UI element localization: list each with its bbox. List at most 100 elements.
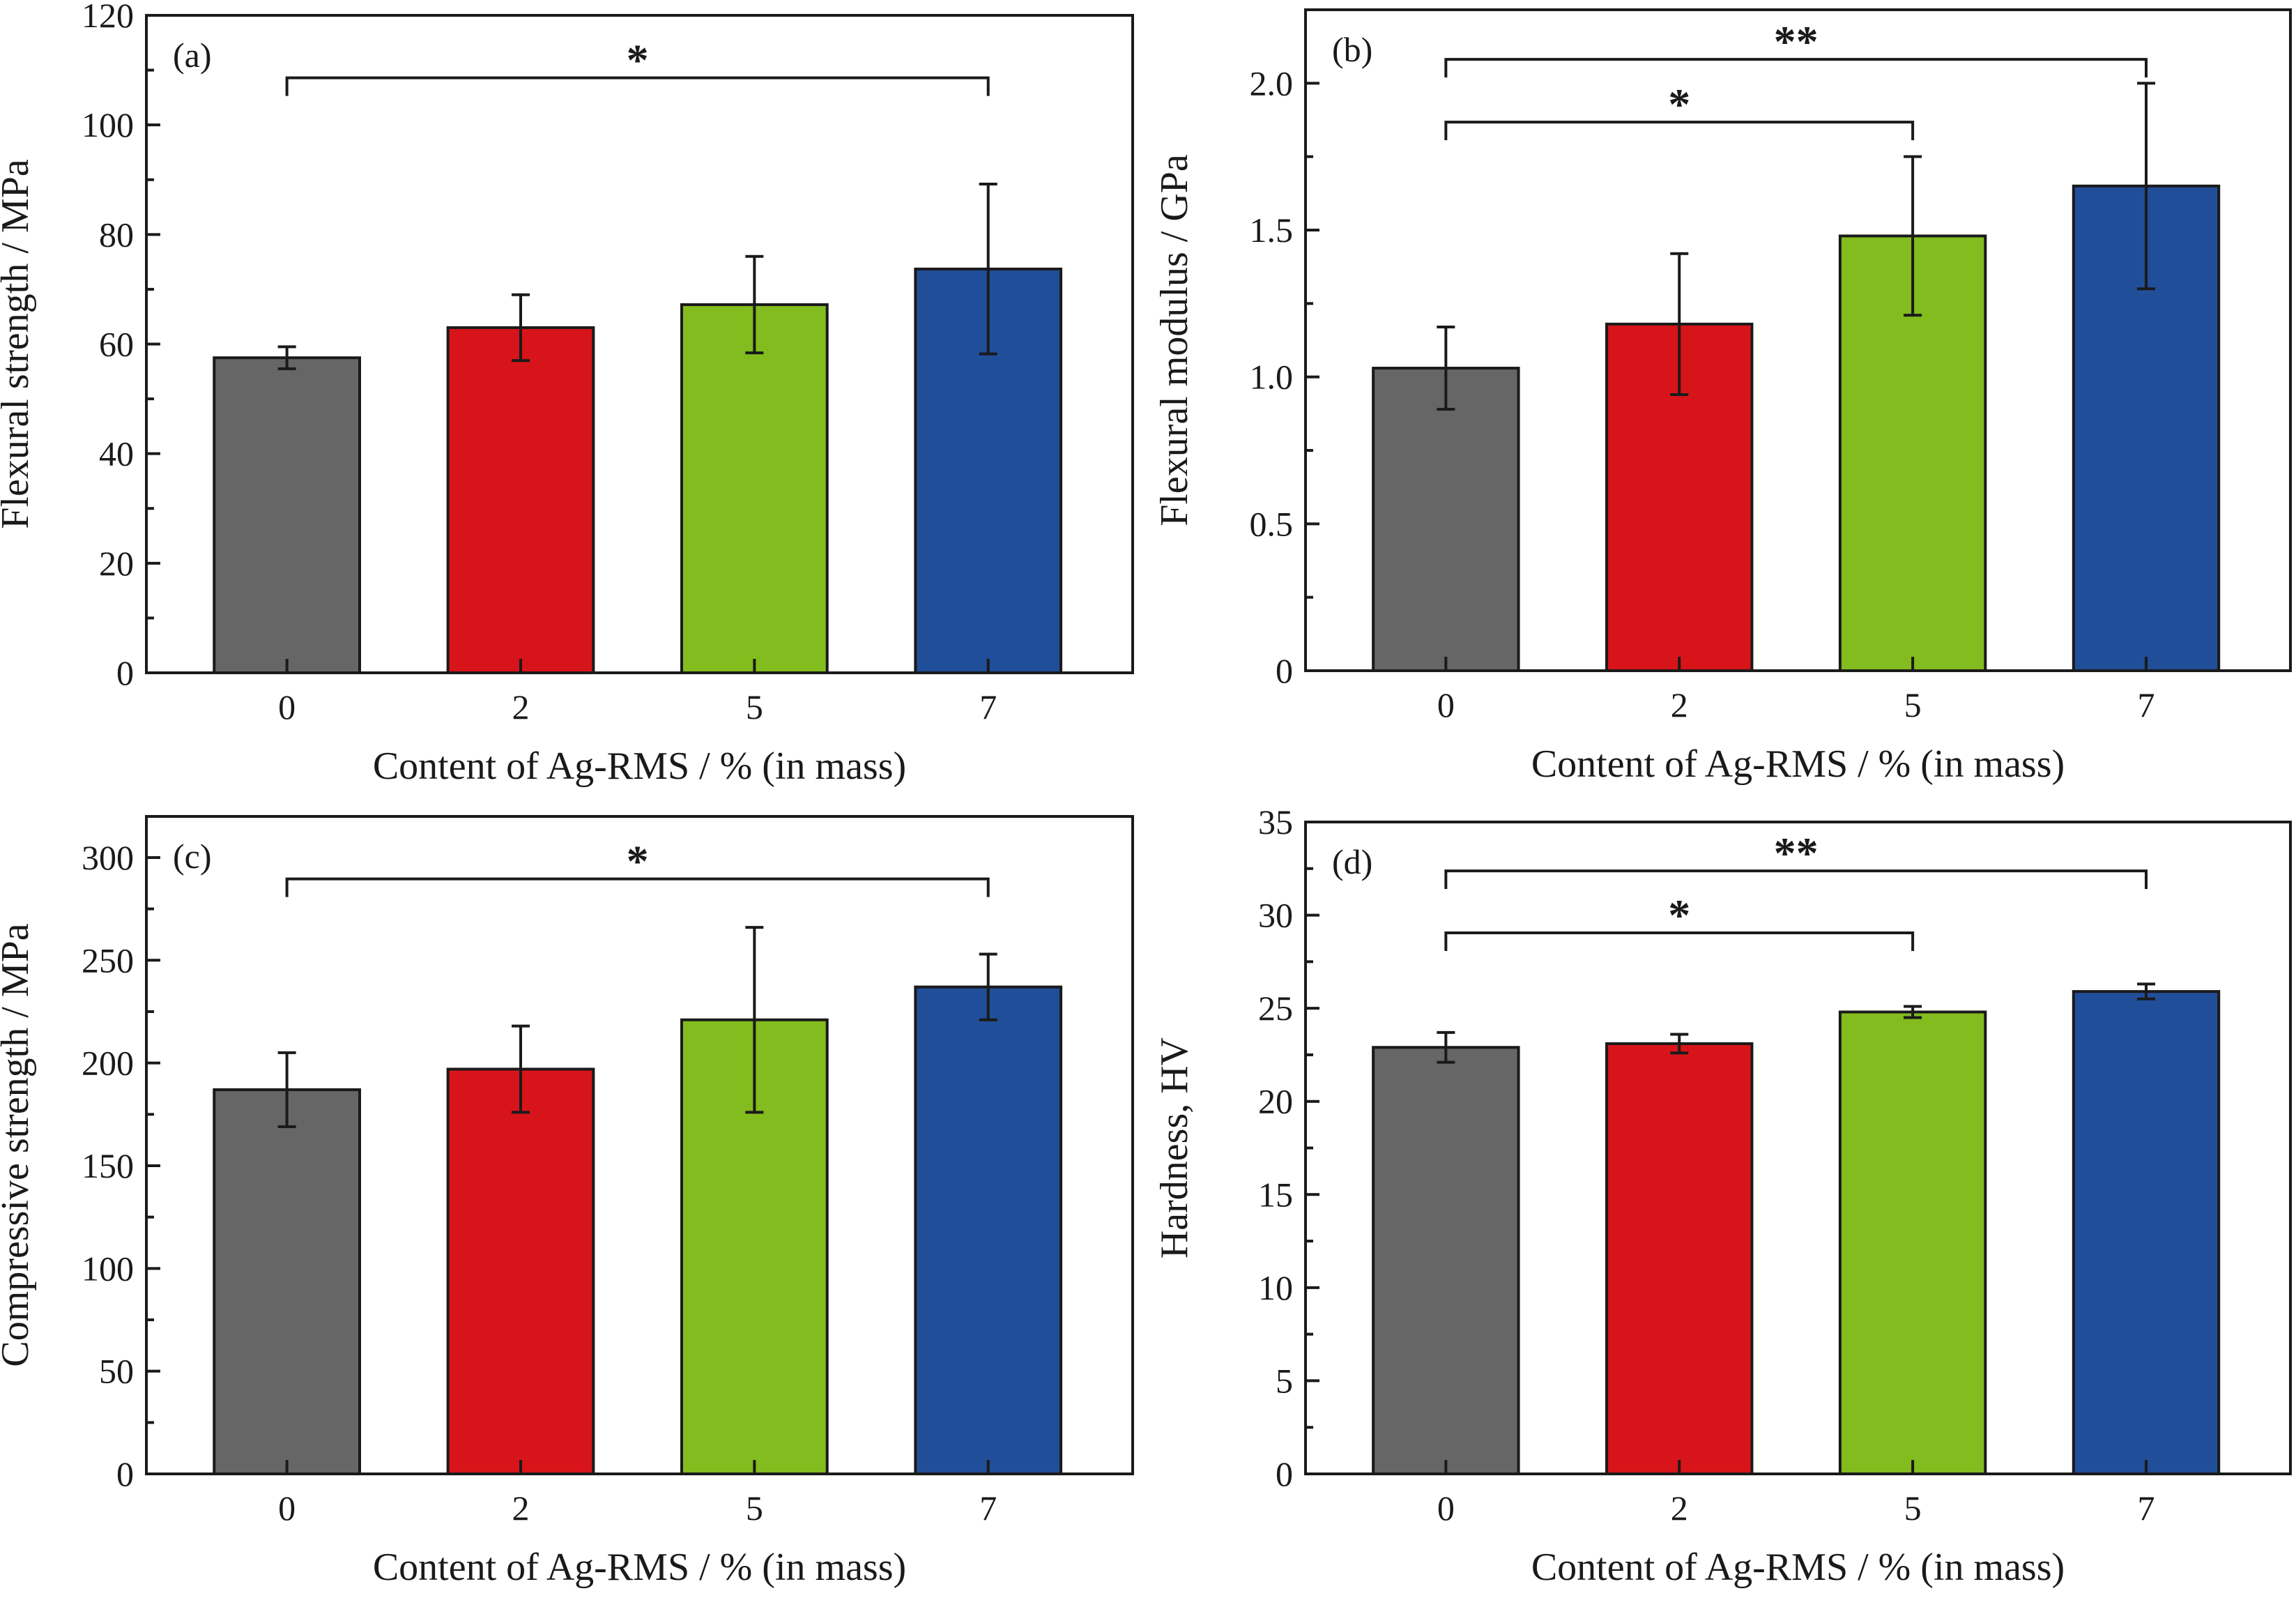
y-tick-label: 50 — [99, 1352, 134, 1391]
x-tick-label: 0 — [1437, 685, 1455, 724]
error-bar-5 — [745, 926, 764, 1114]
bar-5 — [1838, 1010, 1987, 1475]
x-axis-label: Content of Ag-RMS / % (in mass) — [1531, 1546, 2065, 1589]
error-bar-7 — [2137, 982, 2155, 1000]
y-tick-label: 2.0 — [1250, 63, 1294, 102]
bar-2 — [446, 1067, 595, 1475]
error-bar-2 — [511, 293, 530, 363]
significance-bracket — [1444, 869, 2148, 890]
y-tick-label: 80 — [99, 215, 134, 254]
error-bar-0 — [277, 345, 296, 370]
significance-marker: * — [627, 837, 649, 886]
error-bar-2 — [511, 1024, 530, 1114]
x-tick-label: 0 — [278, 687, 296, 726]
error-bar-2 — [1670, 1033, 1689, 1055]
bar-0 — [1372, 367, 1520, 672]
x-tick-label: 5 — [746, 1489, 763, 1528]
panel-a: 0 20 40 60 80 100 120 0 2 5 7 Content of Ag-RMS / %… — [0, 0, 1134, 788]
y-tick-label: 20 — [1258, 1082, 1293, 1121]
y-tick-label: 35 — [1258, 802, 1293, 842]
x-axis-label: Content of Ag-RMS / % (in mass) — [373, 1546, 906, 1589]
plot-frame — [145, 815, 1134, 1475]
bar-7 — [2072, 990, 2221, 1475]
y-tick-label: 0 — [1276, 651, 1293, 690]
y-tick-label: 30 — [1258, 896, 1293, 935]
error-bar-5 — [745, 254, 764, 355]
x-tick-label: 7 — [2137, 685, 2155, 724]
panel-label: (b) — [1332, 30, 1372, 69]
significance-marker: ** — [1774, 17, 1819, 66]
x-tick-label: 2 — [512, 687, 529, 726]
y-axis-label: Flexural modulus / GPa — [1153, 154, 1196, 526]
y-axis-label: Compressive strength / MPa — [0, 923, 37, 1367]
bar-0 — [1372, 1046, 1520, 1475]
bar-0 — [213, 356, 361, 674]
significance-bracket — [1444, 931, 1915, 951]
panel-c: 0 50 100 150 200 250 300 0 2 5 7 Content of Ag-RMS … — [0, 815, 1134, 1589]
y-tick-label: 150 — [82, 1146, 134, 1185]
y-tick-label: 15 — [1258, 1175, 1293, 1214]
y-tick-label: 1.5 — [1250, 211, 1294, 250]
x-tick-label: 5 — [1904, 685, 1922, 724]
significance-marker: ** — [1774, 828, 1819, 878]
error-bar-7 — [2137, 82, 2155, 291]
bar-0 — [213, 1088, 361, 1475]
significance-marker: * — [1668, 79, 1690, 129]
y-tick-label: 0 — [116, 653, 134, 692]
error-bar-7 — [979, 952, 997, 1021]
bar-5 — [680, 303, 829, 675]
significance-bracket — [285, 877, 990, 897]
error-bar-5 — [1904, 1005, 1922, 1019]
x-tick-label: 7 — [2137, 1489, 2155, 1528]
x-tick-label: 2 — [512, 1489, 529, 1528]
significance-marker: * — [627, 36, 649, 85]
y-tick-label: 1.0 — [1250, 358, 1294, 397]
significance-bracket — [285, 76, 990, 96]
y-axis-label: Hardness, HV — [1153, 1037, 1196, 1258]
x-tick-label: 7 — [979, 687, 997, 726]
y-tick-label: 100 — [82, 1249, 134, 1288]
y-tick-label: 0.5 — [1250, 504, 1294, 543]
x-tick-label: 5 — [746, 687, 763, 726]
y-tick-label: 20 — [99, 544, 134, 583]
x-tick-label: 0 — [1437, 1489, 1455, 1528]
panel-label: (c) — [173, 837, 212, 876]
x-axis-label: Content of Ag-RMS / % (in mass) — [1531, 743, 2065, 786]
error-bar-0 — [1437, 326, 1455, 411]
plot-frame — [1304, 8, 2292, 672]
y-axis-label: Flexural strength / MPa — [0, 159, 37, 529]
panel-b: 0 0.5 1.0 1.5 2.0 0 2 5 7 Content of Ag-RMS / % (… — [1153, 8, 2292, 786]
error-bar-2 — [1670, 252, 1689, 396]
significance-marker: * — [1668, 890, 1690, 940]
x-tick-label: 7 — [979, 1489, 997, 1528]
bar-2 — [446, 326, 595, 674]
error-bar-5 — [1904, 155, 1922, 317]
y-tick-label: 60 — [99, 325, 134, 364]
x-tick-label: 0 — [278, 1489, 296, 1528]
significance-bracket — [1444, 121, 1915, 141]
x-tick-label: 2 — [1671, 1489, 1688, 1528]
x-tick-label: 5 — [1904, 1489, 1922, 1528]
y-tick-label: 10 — [1258, 1268, 1293, 1307]
y-tick-label: 100 — [82, 105, 134, 144]
y-tick-label: 0 — [1276, 1454, 1293, 1493]
error-bar-0 — [277, 1051, 296, 1128]
error-bar-0 — [1437, 1030, 1455, 1064]
y-tick-label: 5 — [1276, 1361, 1293, 1400]
y-tick-label: 200 — [82, 1044, 134, 1083]
x-axis-label: Content of Ag-RMS / % (in mass) — [373, 745, 906, 788]
y-tick-label: 25 — [1258, 989, 1293, 1028]
bar-7 — [914, 985, 1063, 1475]
significance-bracket — [1444, 58, 2148, 78]
x-tick-label: 2 — [1671, 685, 1688, 724]
y-tick-label: 300 — [82, 838, 134, 877]
y-tick-label: 120 — [82, 0, 134, 35]
y-tick-label: 0 — [116, 1454, 134, 1493]
bar-2 — [1605, 1042, 1754, 1475]
y-tick-label: 40 — [99, 434, 134, 473]
y-tick-label: 250 — [82, 941, 134, 980]
panel-label: (d) — [1332, 842, 1372, 881]
error-bar-7 — [979, 183, 997, 356]
